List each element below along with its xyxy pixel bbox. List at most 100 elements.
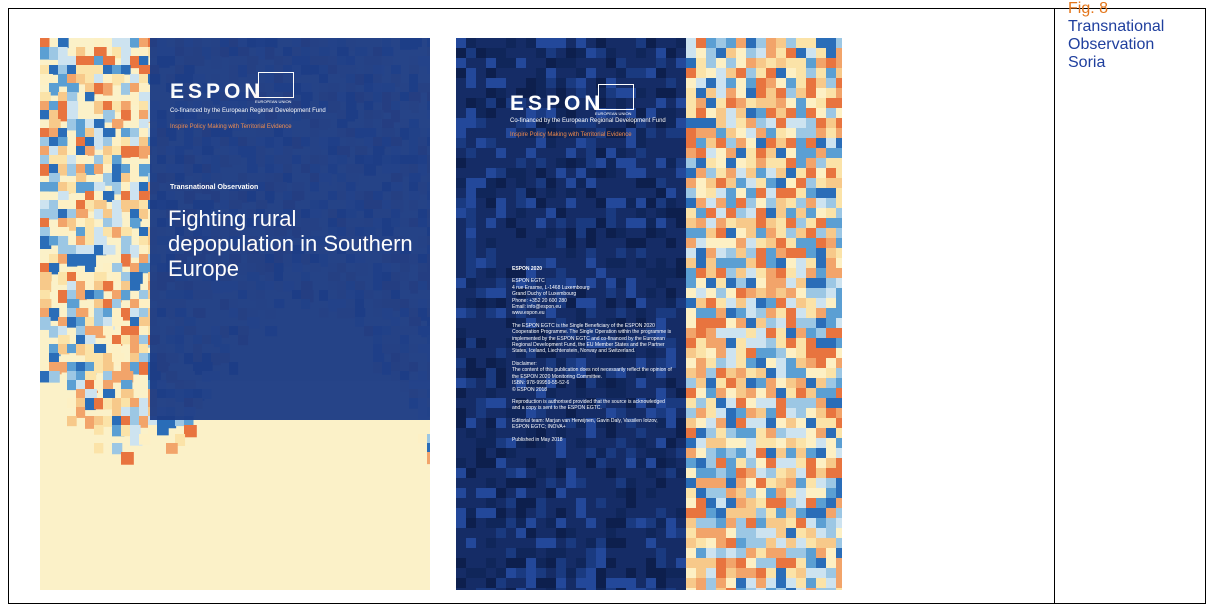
map-cell <box>566 478 576 488</box>
map-cell <box>586 68 596 78</box>
map-cell <box>476 408 486 418</box>
map-cell <box>836 568 842 580</box>
map-cell <box>716 408 727 419</box>
map-cell <box>776 378 787 389</box>
map-cell <box>586 518 596 528</box>
map-cell <box>85 281 95 291</box>
map-cell <box>716 148 727 158</box>
map-cell <box>466 118 476 128</box>
map-cell <box>816 298 827 309</box>
map-cell <box>726 188 737 199</box>
map-cell <box>40 263 50 273</box>
map-cell <box>486 438 496 448</box>
map-cell <box>816 558 826 569</box>
map-cell <box>596 548 606 558</box>
map-cell <box>596 568 606 578</box>
page: Fig. 8 {"front_cover": {"logo": "ESPON",… <box>0 0 1216 611</box>
map-cell <box>616 518 626 528</box>
map-cell <box>516 518 526 528</box>
imprint-paragraph: Reproduction is authorised provided that… <box>512 399 672 412</box>
map-cell <box>556 518 566 528</box>
map-cell <box>616 508 626 518</box>
map-cell <box>139 92 151 101</box>
map-cell <box>686 258 697 269</box>
map-cell <box>776 48 788 60</box>
map-cell <box>85 290 95 299</box>
map-cell <box>826 428 837 439</box>
map-cell <box>496 298 506 308</box>
map-cell <box>506 468 516 478</box>
map-cell <box>826 148 837 158</box>
back-cover: ESPON EUROPEAN UNION Co-financed by the … <box>456 38 842 590</box>
map-cell <box>506 498 516 508</box>
map-cell <box>536 68 546 78</box>
map-cell <box>696 538 706 549</box>
map-cell <box>646 568 656 578</box>
map-cell <box>466 38 476 48</box>
map-cell <box>796 548 807 559</box>
map-cell <box>836 338 842 349</box>
map-cell <box>486 218 496 228</box>
map-cell <box>496 88 506 98</box>
map-cell <box>466 298 476 308</box>
map-cell <box>486 398 496 408</box>
map-cell <box>466 338 476 348</box>
map-cell <box>756 488 767 498</box>
map-cell <box>736 48 747 59</box>
map-cell <box>496 348 506 358</box>
cofinanced: Co-financed by the European Regional Dev… <box>170 108 326 114</box>
map-cell <box>576 48 586 58</box>
map-cell <box>636 138 646 148</box>
map-cell <box>746 178 757 189</box>
map-cell <box>736 388 746 398</box>
map-cell <box>826 398 836 409</box>
map-cell <box>836 178 842 188</box>
map-cell <box>836 228 842 240</box>
cover-panel: ESPON EUROPEAN UNION Co-financed by the … <box>150 38 430 420</box>
map-cell <box>786 348 797 358</box>
map-cell <box>58 74 67 87</box>
map-cell <box>486 308 496 318</box>
map-cell <box>626 518 636 528</box>
map-cell <box>596 148 606 158</box>
map-cell <box>756 78 767 88</box>
map-cell <box>646 38 656 48</box>
map-cell <box>486 178 496 188</box>
map-cell <box>516 528 526 538</box>
map-cell <box>496 148 506 158</box>
map-cell <box>786 588 798 590</box>
map-cell <box>466 248 476 258</box>
map-cell <box>796 98 807 109</box>
divider <box>1054 8 1055 604</box>
map-cell <box>676 298 686 308</box>
map-cell <box>536 568 546 578</box>
map-cell <box>67 164 77 176</box>
map-cell <box>516 588 526 590</box>
map-cell <box>76 371 85 380</box>
map-cell <box>656 548 666 558</box>
map-cell <box>466 78 476 88</box>
map-cell <box>40 227 50 237</box>
map-cell <box>756 528 766 539</box>
map-cell <box>696 398 706 409</box>
map-cell <box>826 78 837 89</box>
map-cell <box>496 508 506 518</box>
map-cell <box>626 498 636 508</box>
map-cell <box>112 344 121 354</box>
map-cell <box>67 83 79 92</box>
map-cell <box>786 388 797 399</box>
map-cell <box>676 158 686 168</box>
map-cell <box>706 558 717 568</box>
map-cell <box>746 228 757 239</box>
eu-label: EUROPEAN UNION <box>595 111 631 116</box>
map-cell <box>596 158 606 168</box>
map-cell <box>766 58 777 69</box>
map-cell <box>766 568 777 579</box>
map-cell <box>836 238 842 249</box>
map-cell <box>806 498 816 508</box>
map-cell <box>746 508 757 519</box>
map-cell <box>556 38 566 48</box>
map-cell <box>566 178 576 188</box>
map-cell <box>85 146 95 156</box>
map-cell <box>786 78 796 90</box>
